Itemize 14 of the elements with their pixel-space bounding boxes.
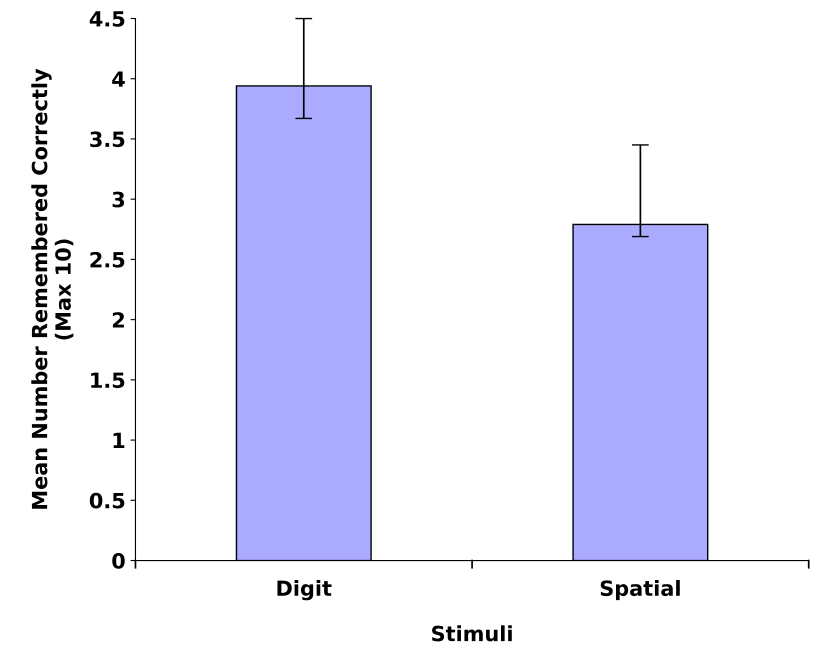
- x-axis-title: Stimuli: [432, 625, 512, 642]
- y-tick-label: 0.5: [90, 492, 124, 509]
- y-axis-title: Mean Number Remembered Correctly (Max 10): [31, 68, 74, 509]
- x-tick-label: Spatial: [600, 580, 680, 600]
- y-tick-label: 3.5: [90, 131, 124, 148]
- y-tick-label: 1: [114, 432, 124, 448]
- y-tick-label: 4: [112, 71, 125, 87]
- y-tick-label: 2.5: [90, 252, 124, 268]
- x-tick-label: Digit: [277, 580, 332, 600]
- y-tick-label: 3: [112, 192, 124, 208]
- y-tick-label: 4.5: [90, 11, 124, 27]
- y-tick-label: 1.5: [91, 372, 124, 388]
- y-tick-label: 0: [112, 552, 125, 569]
- y-tick-label: 2: [112, 312, 124, 328]
